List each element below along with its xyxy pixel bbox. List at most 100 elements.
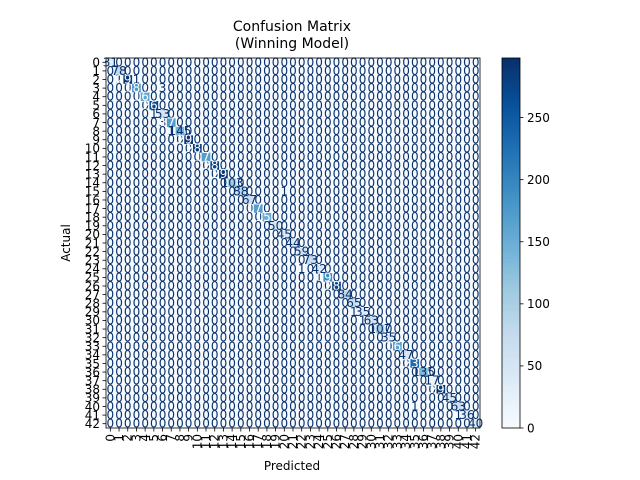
heatmap-cell [279,359,290,369]
heatmap-cell [114,58,124,67]
heatmap-cell [332,83,342,93]
cell-value: 0 [133,202,141,216]
heatmap-cell [271,58,281,67]
heatmap-cell [279,135,290,145]
cell-value: 0 [289,81,297,95]
heatmap-cell [158,273,168,283]
heatmap-cell [236,238,246,248]
heatmap-cell [253,419,263,429]
heatmap-cell [236,359,246,369]
cell-value: 0 [463,150,471,164]
heatmap-cell [288,402,298,412]
cell-value: 0 [220,141,228,155]
heatmap-cell [279,402,290,412]
cell-value: 0 [176,64,184,78]
cell-value: 0 [359,107,367,121]
heatmap-cell [393,144,403,154]
heatmap-cell [384,298,394,308]
cell-value: 0 [437,81,445,95]
heatmap-cell [210,264,220,274]
heatmap-cell [366,281,377,291]
heatmap-cell [436,281,446,291]
cell-value: 0 [263,141,271,155]
cell-value: 0 [446,64,454,78]
heatmap-cell [453,66,464,76]
heatmap-cell [114,419,124,429]
heatmap-cell [349,83,359,93]
heatmap-cell [271,92,281,102]
heatmap-cell [366,109,377,119]
heatmap-cell [262,238,272,248]
chart-title: Confusion Matrix [233,19,351,35]
heatmap-cell [427,281,437,291]
cell-value: 0 [463,64,471,78]
heatmap-cell [349,350,359,360]
heatmap-cell [340,367,350,377]
heatmap-cell [358,83,368,93]
heatmap-cell [288,221,298,231]
heatmap-cell [245,238,255,248]
heatmap-cell [262,247,272,257]
heatmap-cell [471,264,481,274]
heatmap-cell [462,221,472,231]
cell-value: 0 [150,73,158,87]
heatmap-cell [419,341,429,351]
heatmap-cell [297,273,307,283]
heatmap-cell [114,307,124,317]
heatmap-cell [166,144,176,154]
heatmap-cell [288,367,298,377]
cell-value: 0 [272,124,280,138]
heatmap-cell [366,410,377,420]
heatmap-cell [271,221,281,231]
heatmap-cell [288,169,298,179]
heatmap-cell [132,324,142,334]
heatmap-cell [314,109,324,119]
cell-value: 0 [428,73,436,87]
cell-value: 0 [333,55,341,69]
heatmap-cell [288,324,298,334]
heatmap-cell [227,376,237,386]
heatmap-cell [453,419,464,429]
heatmap-cell [419,75,429,85]
heatmap-cell [419,281,429,291]
heatmap-cell [349,161,359,171]
cell-value: 0 [341,107,349,121]
heatmap-cell [306,75,316,85]
heatmap-cell [375,187,385,197]
heatmap-cell [375,376,385,386]
heatmap-cell [332,187,342,197]
heatmap-cell [175,324,185,334]
heatmap-cell [471,273,481,283]
heatmap-cell [201,109,211,119]
cell-value: 170 [195,150,218,164]
heatmap-cell [210,376,220,386]
cell-value: 0 [133,193,141,207]
heatmap-cell [306,376,316,386]
heatmap-cell [253,290,263,300]
heatmap-cell [297,255,307,265]
heatmap-cell [393,195,403,205]
cell-value: 0 [185,81,193,95]
cell-value: 0 [454,167,462,181]
heatmap-cell [106,144,116,154]
heatmap-cell [236,58,246,67]
heatmap-cell [427,298,437,308]
heatmap-cell [271,384,281,394]
heatmap-cell [332,238,342,248]
heatmap-cell [132,419,142,429]
cell-value: 0 [159,141,167,155]
cell-value: 0 [228,141,236,155]
heatmap-cell [106,402,116,412]
cell-value: 0 [359,167,367,181]
heatmap-cell [271,307,281,317]
heatmap-cell [410,178,420,188]
cell-value: 0 [159,167,167,181]
heatmap-cell [288,92,298,102]
cell-value: 0 [254,150,262,164]
heatmap-cell [158,341,168,351]
heatmap-cell [375,419,385,429]
heatmap-cell [271,333,281,343]
heatmap-cell [140,393,150,403]
heatmap-cell [349,75,359,85]
heatmap-cell [419,384,429,394]
